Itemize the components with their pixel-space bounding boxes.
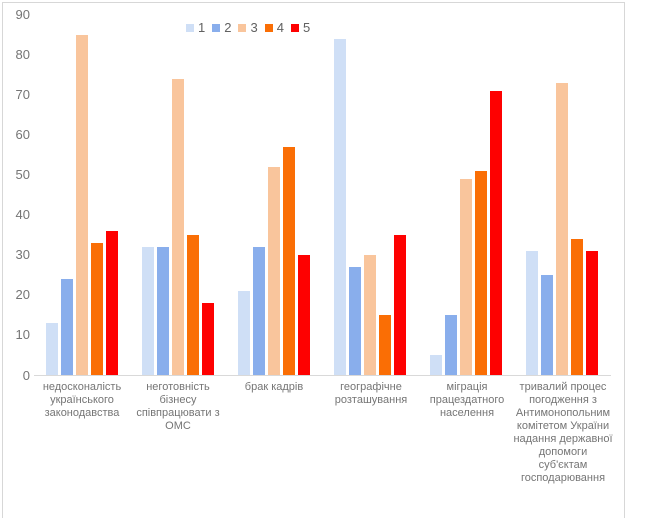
y-axis-tick-label: 60 xyxy=(15,127,30,143)
bar-series-1-cat-1 xyxy=(46,323,58,375)
chart-frame xyxy=(2,2,625,518)
y-axis-tick-label: 50 xyxy=(15,167,30,183)
legend-swatch xyxy=(238,23,247,32)
y-axis-tick-label: 10 xyxy=(15,327,30,343)
category-label: неготовність бізнесу співпрацювати з ОМС xyxy=(136,381,220,432)
legend-swatch xyxy=(212,23,221,32)
bar-series-5-cat-6 xyxy=(586,251,598,375)
x-axis-line xyxy=(34,375,611,376)
legend-label: 1 xyxy=(198,20,206,35)
y-axis-tick-label: 80 xyxy=(15,47,30,63)
bar-series-3-cat-1 xyxy=(76,35,88,375)
bar-series-1-cat-5 xyxy=(430,355,442,375)
bar-series-4-cat-3 xyxy=(283,147,295,375)
bar-series-3-cat-2 xyxy=(172,79,184,375)
y-axis-tick-label: 20 xyxy=(15,287,30,303)
category-label: тривалий процес погодження з Антимонопол… xyxy=(513,381,613,484)
bar-series-5-cat-4 xyxy=(394,235,406,375)
legend-swatch xyxy=(290,23,299,32)
bar-series-1-cat-2 xyxy=(142,247,154,375)
bar-series-4-cat-4 xyxy=(379,315,391,375)
bar-series-1-cat-6 xyxy=(526,251,538,375)
bar-series-2-cat-3 xyxy=(253,247,265,375)
bar-series-3-cat-5 xyxy=(460,179,472,375)
y-axis-tick-label: 90 xyxy=(15,7,30,22)
bar-series-1-cat-3 xyxy=(238,291,250,375)
y-axis-tick-label: 0 xyxy=(22,367,30,383)
bar-series-5-cat-3 xyxy=(298,255,310,375)
legend-item: 1 xyxy=(186,20,205,35)
bar-series-5-cat-1 xyxy=(106,231,118,375)
bar-series-3-cat-4 xyxy=(364,255,376,375)
chart-legend: 1 2 3 4 5 xyxy=(186,20,310,35)
legend-item: 4 xyxy=(264,20,284,35)
legend-item: 5 xyxy=(290,20,311,35)
bar-series-2-cat-2 xyxy=(157,247,169,375)
bar-series-2-cat-1 xyxy=(61,279,73,375)
bar-series-1-cat-4 xyxy=(334,39,346,375)
legend-label: 2 xyxy=(224,20,232,35)
bar-series-2-cat-4 xyxy=(349,267,361,375)
legend-swatch xyxy=(186,23,194,32)
legend-label: 5 xyxy=(302,20,311,35)
category-label: міграція працездатного населення xyxy=(429,381,505,419)
bar-series-4-cat-1 xyxy=(91,243,103,375)
legend-item: 3 xyxy=(238,20,258,35)
bar-series-4-cat-6 xyxy=(571,239,583,375)
bar-series-3-cat-6 xyxy=(556,83,568,375)
bar-series-4-cat-2 xyxy=(187,235,199,375)
legend-label: 3 xyxy=(250,20,258,35)
category-label: географічне розташування xyxy=(334,381,408,406)
category-label: брак кадрів xyxy=(244,381,304,393)
bar-series-2-cat-5 xyxy=(445,315,457,375)
y-axis-tick-label: 70 xyxy=(15,87,30,103)
y-axis-tick-label: 40 xyxy=(15,207,30,223)
bar-series-2-cat-6 xyxy=(541,275,553,375)
y-axis-tick-label: 30 xyxy=(15,247,30,263)
legend-label: 4 xyxy=(276,20,284,35)
legend-item: 2 xyxy=(212,20,231,35)
bar-series-4-cat-5 xyxy=(475,171,487,375)
category-label: недосконалість українського законодавств… xyxy=(42,381,122,419)
legend-swatch xyxy=(264,23,273,32)
bar-series-3-cat-3 xyxy=(268,167,280,375)
bar-series-5-cat-5 xyxy=(490,91,502,375)
bar-series-5-cat-2 xyxy=(202,303,214,375)
